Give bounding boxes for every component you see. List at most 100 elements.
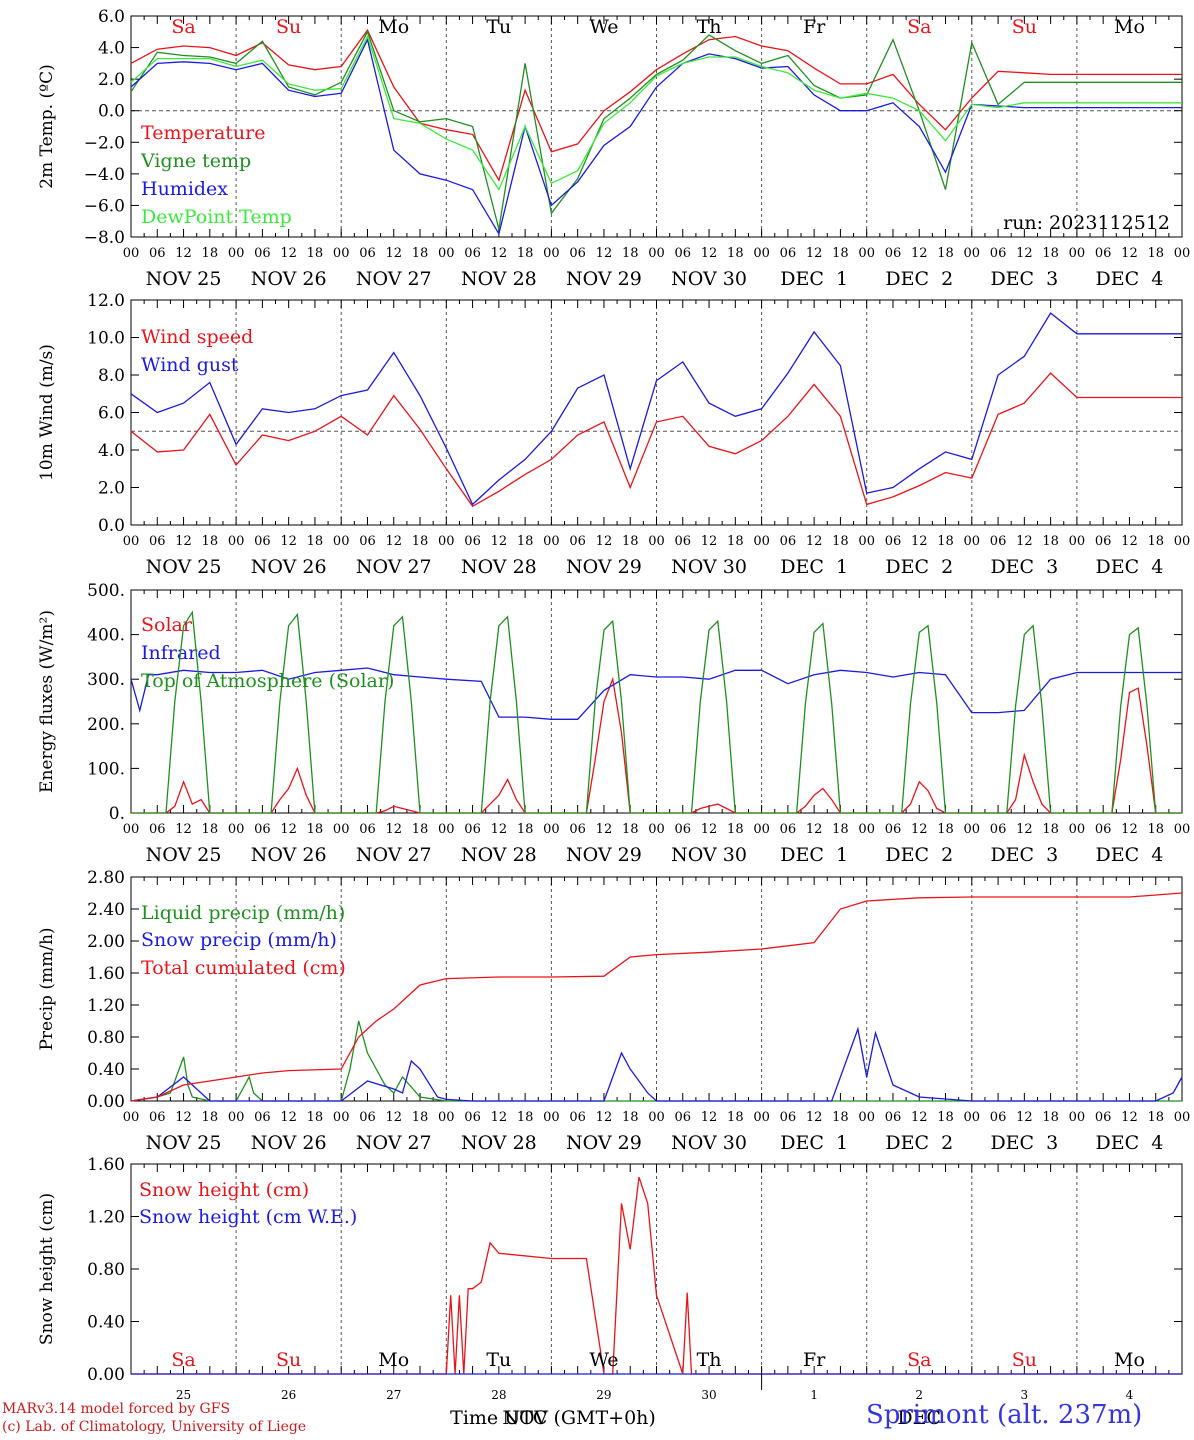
date-label: NOV 27: [356, 556, 432, 578]
day-number: 28: [491, 1388, 506, 1402]
hour-label: 00: [964, 822, 981, 837]
hour-label: 00: [1174, 822, 1191, 837]
hour-label: 18: [727, 246, 744, 261]
date-label: NOV 29: [566, 556, 642, 578]
y-tick-label: 1.60: [87, 964, 125, 984]
hour-label: 18: [832, 246, 849, 261]
hour-label: 18: [307, 822, 324, 837]
hour-label: 06: [885, 822, 902, 837]
weekday-label-bottom: Su: [1012, 1349, 1037, 1371]
y-tick-label: 500.: [87, 581, 125, 601]
y-tick-label: −2.0: [84, 133, 125, 153]
day-number: 4: [1126, 1388, 1134, 1402]
hour-label: 06: [254, 822, 271, 837]
hour-label: 00: [1069, 822, 1086, 837]
hour-label: 06: [780, 822, 797, 837]
series-line-wind-gust: [130, 312, 1182, 506]
hour-label: 06: [254, 246, 271, 261]
hour-label: 00: [648, 534, 665, 549]
date-label: NOV 29: [566, 268, 642, 290]
hour-label: 06: [780, 1110, 797, 1125]
y-tick-label: 1.20: [87, 996, 125, 1016]
series-line-snow-precip-mm-h-: [130, 1026, 1183, 1102]
series-line-infrared: [130, 667, 1182, 720]
date-label: DEC 3: [990, 268, 1058, 290]
hour-label: 00: [543, 534, 560, 549]
y-tick-label: 12.0: [87, 291, 125, 311]
date-label: NOV 27: [356, 1132, 432, 1154]
weekday-label-top: Fr: [803, 16, 826, 38]
hour-label: 12: [175, 246, 192, 261]
hour-label: 18: [832, 822, 849, 837]
hour-label: 06: [569, 1110, 586, 1125]
hour-label: 06: [675, 822, 692, 837]
hour-label: 18: [517, 246, 534, 261]
hour-label: 00: [648, 246, 665, 261]
date-label: NOV 29: [566, 844, 642, 866]
hour-label: 00: [753, 1110, 770, 1125]
y-tick-label: 2.40: [87, 900, 125, 920]
weekday-label-top: Mo: [1114, 16, 1145, 38]
series-line-top-of-atmosphere-solar-: [131, 610, 1182, 814]
hour-label: 06: [359, 822, 376, 837]
hour-label: 18: [202, 822, 219, 837]
hour-label: 18: [832, 534, 849, 549]
hour-label: 12: [1121, 534, 1138, 549]
hour-label: 12: [491, 1110, 508, 1125]
hour-label: 06: [464, 246, 481, 261]
y-tick-label: −4.0: [84, 165, 125, 185]
day-number: 2: [915, 1388, 923, 1402]
legend-entry: Snow precip (mm/h): [141, 929, 337, 951]
hour-label: 18: [1147, 1110, 1164, 1125]
y-tick-label: 0.40: [87, 1060, 125, 1080]
date-label: NOV 28: [461, 844, 537, 866]
hour-label: 06: [885, 534, 902, 549]
hour-label: 18: [202, 1110, 219, 1125]
date-label: NOV 25: [146, 1132, 222, 1154]
hour-label: 12: [596, 534, 613, 549]
weekday-label-bottom: Tu: [486, 1349, 511, 1371]
y-tick-label: 300.: [87, 670, 125, 690]
legend-entry: Wind gust: [141, 354, 239, 376]
weekday-label-bottom: Mo: [1114, 1349, 1145, 1371]
model-credit: MARv3.14 model forced by GFS: [2, 1401, 231, 1417]
legend-entry: Solar: [141, 614, 193, 636]
hour-label: 00: [543, 1110, 560, 1125]
weekday-label-bottom: Sa: [171, 1349, 195, 1371]
hour-label: 00: [1069, 534, 1086, 549]
date-label: NOV 27: [356, 844, 432, 866]
hour-label: 00: [858, 1110, 875, 1125]
hour-label: 00: [123, 1110, 140, 1125]
hour-label: 12: [1016, 1110, 1033, 1125]
y-tick-label: 10.0: [87, 329, 125, 349]
hour-label: 12: [701, 246, 718, 261]
date-label: NOV 25: [146, 268, 222, 290]
series-line-dewpoint-temp: [130, 34, 1182, 191]
date-label: DEC 4: [1096, 1132, 1164, 1154]
hour-label: 18: [412, 1110, 429, 1125]
date-label: DEC 1: [780, 556, 848, 578]
weekday-label-bottom: Th: [697, 1349, 722, 1371]
hour-label: 00: [1069, 1110, 1086, 1125]
hour-label: 06: [149, 534, 166, 549]
legend-entry: DewPoint Temp: [141, 206, 292, 228]
hour-label: 12: [596, 1110, 613, 1125]
hour-label: 00: [438, 534, 455, 549]
hour-label: 18: [1042, 534, 1059, 549]
date-label: NOV 28: [461, 1132, 537, 1154]
hour-label: 06: [569, 246, 586, 261]
hour-label: 00: [753, 822, 770, 837]
hour-label: 18: [1147, 534, 1164, 549]
hour-label: 00: [228, 822, 245, 837]
hour-label: 18: [1147, 822, 1164, 837]
date-label: NOV 30: [671, 268, 747, 290]
hour-label: 18: [937, 534, 954, 549]
hour-label: 00: [964, 246, 981, 261]
hour-label: 12: [911, 534, 928, 549]
day-number: 1: [810, 1388, 818, 1402]
hour-label: 06: [780, 246, 797, 261]
date-label: NOV 26: [251, 844, 327, 866]
date-label: NOV 30: [671, 844, 747, 866]
hour-label: 06: [464, 1110, 481, 1125]
month-label: DEC: [897, 1407, 941, 1429]
